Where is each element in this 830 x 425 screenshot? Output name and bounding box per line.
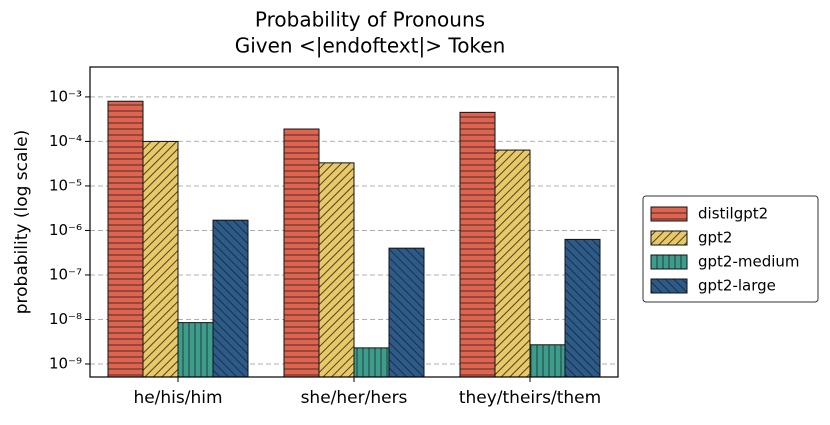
- y-tick-label: 10⁻⁶: [49, 221, 82, 239]
- bar: [212, 219, 249, 378]
- legend-label: gpt2-medium: [698, 253, 800, 271]
- bar: [494, 149, 531, 378]
- bar: [388, 247, 425, 378]
- x-tick-label: she/her/hers: [301, 388, 408, 408]
- legend-frame: [642, 195, 819, 303]
- bar: [529, 344, 566, 378]
- legend-swatch: [650, 278, 688, 294]
- legend-label: distilgpt2: [698, 205, 768, 223]
- bar: [283, 128, 320, 378]
- bar: [564, 238, 601, 378]
- y-tick-label: 10⁻³: [49, 87, 82, 105]
- chart-title: Given <|endoftext|> Token: [235, 34, 506, 58]
- legend-swatch: [650, 206, 688, 222]
- bar: [107, 100, 144, 378]
- y-tick-label: 10⁻⁸: [49, 310, 82, 328]
- legend-swatch: [650, 230, 688, 246]
- bar: [318, 162, 355, 378]
- y-tick-label: 10⁻⁴: [49, 132, 82, 150]
- chart-title: Probability of Pronouns: [255, 8, 485, 32]
- plot-frame: [89, 66, 619, 378]
- bar: [353, 347, 390, 378]
- bar: [459, 111, 496, 378]
- y-tick-label: 10⁻⁷: [49, 265, 82, 283]
- y-axis-label: probability (log scale): [12, 130, 32, 315]
- legend-label: gpt2-large: [698, 277, 776, 295]
- x-tick-label: he/his/him: [133, 388, 222, 408]
- x-tick-label: they/theirs/them: [459, 388, 601, 408]
- legend-label: gpt2: [698, 229, 732, 247]
- legend-swatch: [650, 254, 688, 270]
- bar: [177, 322, 214, 378]
- y-tick-label: 10⁻⁵: [49, 176, 82, 194]
- bar: [142, 140, 179, 378]
- y-tick-label: 10⁻⁹: [49, 354, 82, 372]
